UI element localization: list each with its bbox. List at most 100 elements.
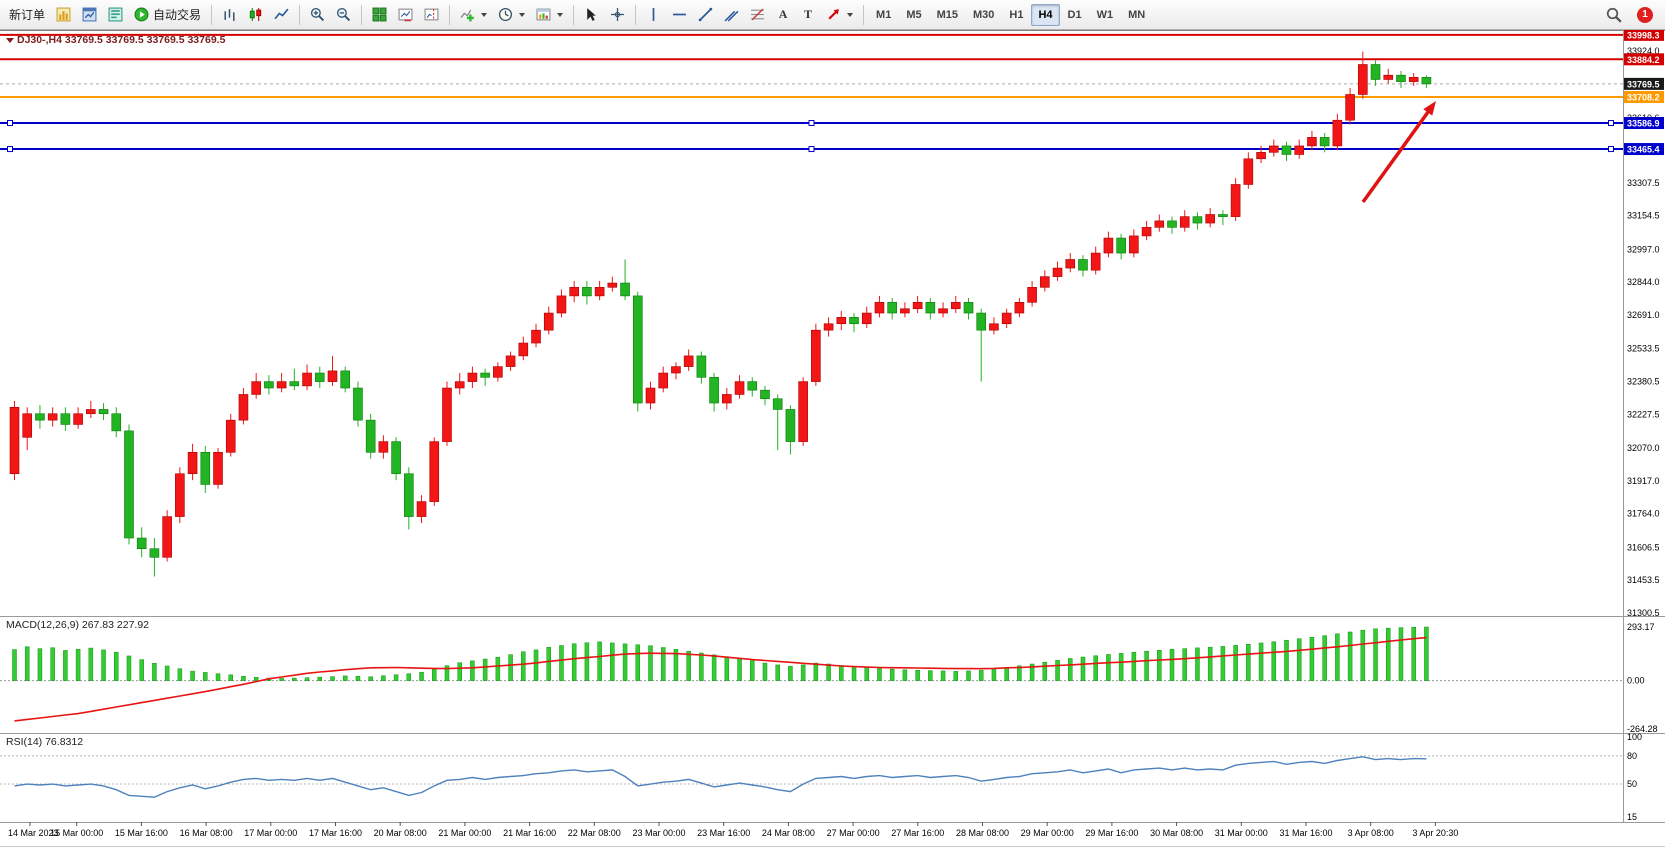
- zoom-out-button[interactable]: [331, 3, 356, 27]
- timeframe-m30-button[interactable]: M30: [973, 8, 995, 21]
- price-tick-label: 31453.5: [1627, 575, 1660, 585]
- candle: [111, 413, 122, 432]
- macd-bar: [1106, 654, 1111, 681]
- candle: [454, 381, 465, 389]
- collapse-indicator-icon[interactable]: [6, 37, 14, 43]
- price-tick-label: 32691.0: [1627, 310, 1660, 320]
- price-tick-label: 31300.5: [1627, 608, 1660, 618]
- price-chart[interactable]: 33924.033610.633307.533154.532997.032844…: [0, 30, 1665, 847]
- timeframe-m5-button[interactable]: M5: [906, 8, 922, 21]
- macd-indicator-label: MACD(12,26,9) 267.83 227.92: [6, 619, 150, 631]
- macd-bar: [1258, 642, 1264, 681]
- market-watch-button[interactable]: [103, 3, 128, 27]
- candle: [658, 372, 669, 389]
- channel-button[interactable]: [719, 3, 744, 27]
- periods-button[interactable]: [493, 3, 530, 27]
- timeframe-h1-button[interactable]: H1: [1009, 8, 1024, 21]
- text-button[interactable]: A: [771, 3, 795, 27]
- vertical-line-button[interactable]: [641, 3, 666, 27]
- macd-bar: [126, 655, 132, 681]
- line-handle[interactable]: [1608, 146, 1614, 153]
- search-button[interactable]: [1601, 3, 1627, 27]
- charts-button[interactable]: [51, 3, 76, 27]
- timeframe-mn-button[interactable]: MN: [1128, 8, 1146, 21]
- candle: [1408, 77, 1419, 82]
- macd-bar: [253, 677, 259, 681]
- line-handle[interactable]: [808, 146, 815, 153]
- price-tick-label: 33924.0: [1627, 46, 1660, 56]
- fibonacci-button[interactable]: [745, 3, 770, 27]
- timeframe-h4-button[interactable]: H4: [1031, 3, 1060, 26]
- macd-bar: [241, 676, 246, 681]
- candlestick-chart-button[interactable]: [243, 3, 268, 27]
- channel-icon: [724, 10, 739, 22]
- templates-button[interactable]: [531, 3, 568, 27]
- candle: [849, 317, 859, 325]
- annotation-arrow-head[interactable]: [1423, 101, 1436, 116]
- price-tick-label: 31764.0: [1627, 509, 1660, 519]
- tile-windows-button[interactable]: [367, 3, 392, 27]
- line-handle[interactable]: [1608, 120, 1614, 127]
- macd-signal-line: [14, 636, 1427, 722]
- macd-bar: [851, 666, 857, 681]
- new-order-button[interactable]: 新订单: [4, 3, 50, 27]
- indicators-button[interactable]: [455, 3, 492, 27]
- timeframe-m15-button[interactable]: M15: [936, 8, 958, 21]
- candle: [467, 372, 478, 382]
- line-handle[interactable]: [7, 120, 13, 127]
- cursor-button[interactable]: [579, 3, 604, 27]
- line-chart-button[interactable]: [269, 3, 294, 27]
- market-watch-icon: [108, 7, 123, 22]
- macd-bar: [1360, 629, 1366, 681]
- auto-scroll-button[interactable]: [393, 3, 418, 27]
- macd-bar: [915, 669, 920, 681]
- rsi-axis-label: 80: [1627, 751, 1637, 761]
- trendline-button[interactable]: [693, 3, 718, 27]
- candle: [1014, 302, 1025, 314]
- toolbar: 新订单 自动交易: [0, 0, 1665, 30]
- macd-bar: [966, 670, 971, 681]
- candle: [683, 355, 694, 367]
- profiles-icon: [82, 7, 97, 22]
- candle: [989, 323, 999, 331]
- price-badge: [1624, 30, 1664, 41]
- line-handle[interactable]: [7, 146, 13, 153]
- candle: [60, 413, 71, 425]
- macd-bar: [826, 663, 831, 681]
- macd-bar: [88, 647, 94, 681]
- macd-bar: [101, 649, 106, 681]
- arrows-button[interactable]: [821, 3, 858, 27]
- candle: [480, 372, 490, 378]
- macd-bar: [533, 649, 539, 681]
- zoom-in-button[interactable]: [305, 3, 330, 27]
- candle: [938, 308, 948, 314]
- label-button[interactable]: T: [796, 3, 820, 27]
- rsi-axis-label: 15: [1627, 812, 1637, 822]
- price-tick-label: 32070.0: [1627, 443, 1660, 453]
- line-handle[interactable]: [808, 120, 815, 127]
- fibonacci-icon: [751, 8, 764, 21]
- macd-bar: [571, 643, 577, 681]
- auto-trading-button[interactable]: 自动交易: [129, 3, 206, 27]
- time-tick-label: 23 Mar 16:00: [697, 828, 750, 838]
- search-icon: [1606, 7, 1622, 23]
- profiles-button[interactable]: [77, 3, 102, 27]
- timeframe-w1-button[interactable]: W1: [1096, 8, 1114, 21]
- toolbar-separator: [449, 4, 451, 25]
- macd-bar: [953, 671, 959, 681]
- horizontal-line-button[interactable]: [667, 3, 692, 27]
- crosshair-button[interactable]: [605, 3, 630, 27]
- bar-chart-button[interactable]: [217, 3, 242, 27]
- chart-shift-button[interactable]: [419, 3, 444, 27]
- timeframe-m1-button[interactable]: M1: [876, 8, 892, 21]
- notification-badge[interactable]: 1: [1637, 6, 1653, 23]
- annotation-arrow[interactable]: [1361, 108, 1432, 204]
- candle: [289, 381, 300, 387]
- macd-bar: [406, 673, 412, 681]
- candle: [1179, 216, 1190, 228]
- candle: [505, 355, 516, 367]
- macd-bar: [139, 659, 144, 681]
- timeframe-d1-button[interactable]: D1: [1067, 8, 1082, 21]
- macd-bar: [1004, 667, 1009, 681]
- crosshair-icon: [611, 8, 624, 21]
